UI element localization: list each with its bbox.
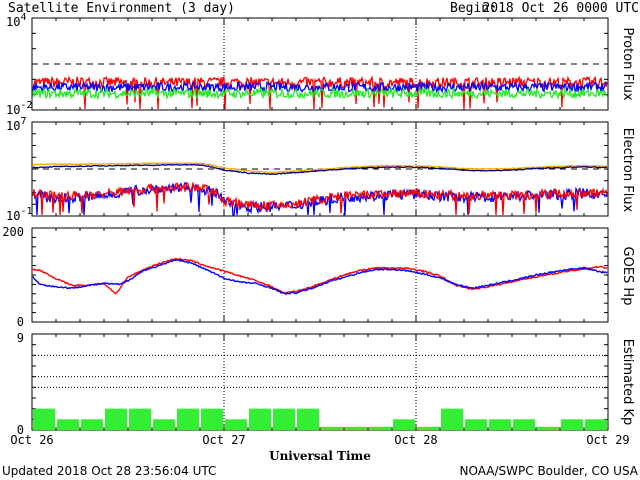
kp-bar — [537, 426, 559, 430]
kp-bar — [105, 408, 127, 430]
kp-bar — [249, 408, 271, 430]
kp-bar — [489, 419, 511, 430]
estimated-kp-panel: Estimated Kp — [31, 333, 635, 431]
x-axis-label: Universal Time — [269, 449, 371, 463]
begin-value: 2018 Oct 26 0000 UTC — [482, 1, 639, 16]
kp-bar — [273, 408, 295, 430]
electron-y-tick-label: 10-1 — [6, 206, 33, 223]
updated-timestamp: Updated 2018 Oct 28 23:56:04 UTC — [2, 464, 216, 478]
goes-hp-panel: GOES Hp — [31, 227, 635, 323]
kp-bar — [393, 419, 415, 430]
x-tick-label: Oct 28 — [394, 433, 437, 447]
proton-series-blue — [32, 80, 607, 95]
kp-bar — [345, 426, 367, 430]
proton-flux-ylabel: Proton Flux — [620, 27, 635, 100]
kp-bar — [441, 408, 463, 430]
x-tick-label: Oct 26 — [10, 433, 53, 447]
estimated-kp-ylabel: Estimated Kp — [620, 339, 635, 426]
kp-bar — [513, 419, 535, 430]
electron-flux-ylabel: Electron Flux — [620, 128, 635, 213]
electron-series-layer — [31, 121, 609, 217]
goes-hp-plot-frame — [31, 227, 609, 323]
kp-bar — [321, 426, 343, 430]
kp-bar — [201, 408, 223, 430]
electron-series-orange — [32, 162, 608, 174]
goes-hp-series-layer — [31, 227, 609, 323]
kp-bar — [585, 419, 607, 430]
proton-series-green — [32, 86, 608, 101]
goes-hp-series-blue — [32, 259, 608, 296]
proton-y-tick-label: 104 — [6, 12, 26, 29]
chart-title: Satellite Environment (3 day) — [8, 1, 235, 16]
electron-series-red — [32, 181, 608, 216]
kp-bar — [561, 419, 583, 430]
x-tick-label: Oct 27 — [202, 433, 245, 447]
proton-y-tick-label: 10-2 — [6, 100, 33, 117]
kp-bar — [297, 408, 319, 430]
kp-bar — [57, 419, 79, 430]
kp-bar — [465, 419, 487, 430]
kp-bar — [177, 408, 199, 430]
x-tick-label: Oct 29 — [586, 433, 629, 447]
credit-text: NOAA/SWPC Boulder, CO USA — [460, 464, 639, 478]
kp-bar — [81, 419, 103, 430]
kp-bar — [417, 426, 439, 430]
x-tick-labels: Oct 26 Oct 27 Oct 28 Oct 29 — [10, 433, 629, 447]
kp-bar — [33, 408, 55, 430]
goes-hp-y-tick-label: 200 — [2, 225, 24, 239]
proton-series-layer — [31, 17, 609, 111]
kp-bar — [369, 426, 391, 430]
kp-bar — [153, 419, 175, 430]
goes-hp-y-tick-label: 0 — [17, 315, 24, 329]
electron-series-navy — [32, 163, 608, 176]
goes-hp-series-red — [32, 257, 608, 295]
kp-bars-layer — [31, 333, 609, 431]
begin-label: Begin: — [450, 1, 497, 16]
goes-hp-ylabel: GOES Hp — [620, 247, 635, 306]
proton-flux-panel: Proton Flux — [31, 17, 635, 111]
electron-y-tick-label: 107 — [6, 116, 26, 133]
electron-flux-panel: Electron Flux — [31, 121, 635, 217]
kp-y-tick-label: 9 — [17, 331, 24, 345]
kp-y-tick-label: 0 — [17, 423, 24, 437]
kp-bar — [129, 408, 151, 430]
kp-bar — [225, 419, 247, 430]
